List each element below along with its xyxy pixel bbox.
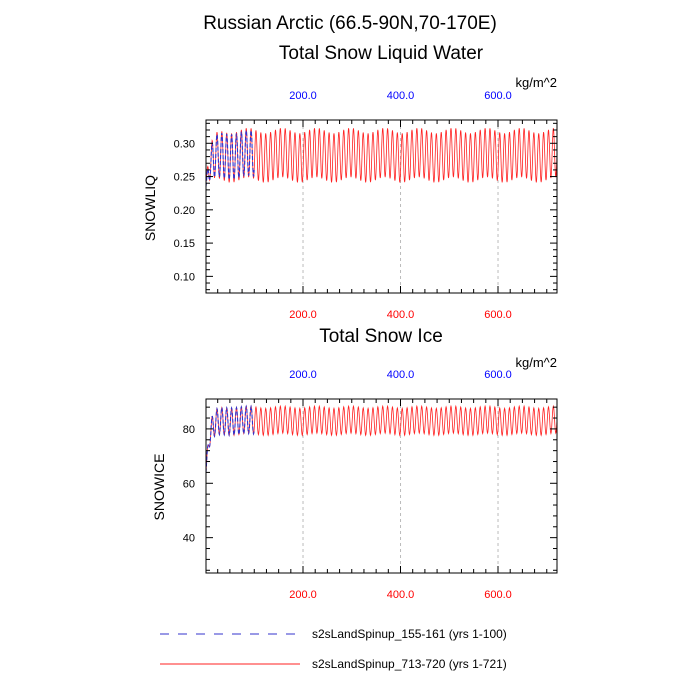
y-tick-label: 80	[183, 424, 195, 436]
panel-snow-liquid-water: Total Snow Liquid Water kg/m^2 SNOWLIQ 0…	[142, 43, 558, 321]
top-x-tick-label: 400.0	[387, 369, 415, 381]
y-tick-label: 0.25	[174, 172, 195, 184]
top-x-tick-label: 600.0	[484, 369, 512, 381]
legend-label-series-2: s2sLandSpinup_713-720 (yrs 1-721)	[312, 657, 507, 671]
y-tick-label: 40	[183, 533, 195, 545]
series-line-2	[205, 404, 558, 473]
bottom-x-tick-label: 200.0	[289, 309, 317, 321]
grid-lines	[302, 399, 499, 573]
y-tick-label: 0.20	[174, 205, 195, 217]
axis-ticks	[206, 399, 557, 573]
y-axis-label: SNOWLIQ	[142, 175, 158, 241]
units-label: kg/m^2	[515, 75, 557, 90]
y-tick-label: 0.30	[174, 138, 195, 150]
plot-area	[205, 404, 558, 473]
bottom-x-tick-label: 600.0	[484, 309, 512, 321]
panel-snow-ice: Total Snow Ice kg/m^2 SNOWICE 40 60 80 200.…	[151, 326, 558, 601]
y-tick-label: 0.10	[174, 271, 195, 283]
axis-ticks	[206, 120, 557, 293]
top-x-tick-label: 600.0	[484, 90, 512, 102]
y-axis-label: SNOWICE	[151, 454, 167, 521]
chart-title: Total Snow Liquid Water	[279, 43, 484, 64]
bottom-x-tick-label: 200.0	[289, 589, 317, 601]
plot-area	[205, 128, 558, 187]
top-x-tick-label: 400.0	[387, 90, 415, 102]
top-x-tick-label: 200.0	[289, 369, 317, 381]
legend-label-series-1: s2sLandSpinup_155-161 (yrs 1-100)	[312, 627, 507, 641]
figure-title: Russian Arctic (66.5-90N,70-170E)	[203, 13, 497, 34]
legend: s2sLandSpinup_155-161 (yrs 1-100) s2sLan…	[160, 627, 507, 671]
series-line-1	[205, 404, 255, 473]
grid-lines	[302, 120, 499, 293]
y-tick-label: 0.15	[174, 238, 195, 250]
tick-labels: 40 60 80 200.0 400.0 600.0 200.0 400.0 600.0	[183, 369, 512, 601]
series-line-2	[205, 128, 558, 184]
bottom-x-tick-label: 600.0	[484, 589, 512, 601]
units-label: kg/m^2	[515, 355, 557, 370]
plot-frame	[205, 119, 558, 294]
chart-title: Total Snow Ice	[319, 326, 443, 347]
plot-frame	[205, 398, 558, 574]
tick-labels: 0.10 0.15 0.20 0.25 0.30 200.0 400.0 600.0 200.0…	[174, 90, 512, 321]
top-x-tick-label: 200.0	[289, 90, 317, 102]
series-line-1	[205, 130, 255, 187]
y-tick-label: 60	[183, 478, 195, 490]
bottom-x-tick-label: 400.0	[387, 309, 415, 321]
bottom-x-tick-label: 400.0	[387, 589, 415, 601]
